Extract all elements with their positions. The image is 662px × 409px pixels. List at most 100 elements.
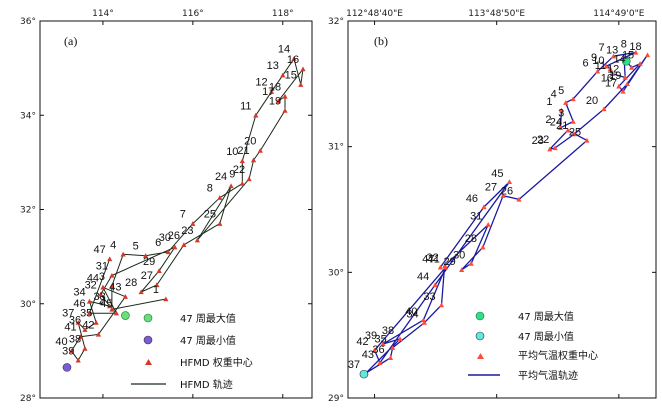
center-marker-week-19 bbox=[282, 107, 288, 113]
center-marker-week-10 bbox=[239, 158, 245, 164]
week-label-33: 33 bbox=[423, 291, 435, 303]
center-marker-week-19 bbox=[624, 81, 630, 87]
center-marker-week-14 bbox=[291, 56, 297, 61]
center-marker-week-11 bbox=[609, 71, 616, 76]
legend-center-label: 平均气温权重中心 bbox=[518, 349, 598, 362]
week-label-42: 42 bbox=[356, 336, 368, 348]
center-marker-week-33 bbox=[107, 303, 113, 309]
center-marker-week-21 bbox=[571, 131, 577, 137]
center-marker-week-43 bbox=[122, 294, 129, 299]
center-marker-week-12 bbox=[268, 89, 275, 94]
week-label-14: 14 bbox=[278, 44, 290, 56]
legend-min-marker bbox=[143, 335, 153, 345]
center-marker-week-8 bbox=[217, 195, 223, 200]
legend-track-label: 平均气温轨迹 bbox=[518, 369, 578, 382]
week-label-29: 29 bbox=[143, 256, 155, 268]
center-marker-week-9 bbox=[239, 180, 245, 186]
week-label-35: 35 bbox=[80, 308, 92, 320]
center-marker-week-40 bbox=[68, 348, 75, 354]
week-label-5: 5 bbox=[558, 85, 564, 97]
center-marker-week-39 bbox=[75, 357, 81, 363]
center-marker-week-18 bbox=[644, 52, 651, 58]
panel-b-x-axis: 112°48'40"E 113°48'50"E 114°49'0"E bbox=[346, 9, 645, 398]
week-label-19: 19 bbox=[609, 70, 621, 82]
center-marker-week-7 bbox=[190, 221, 196, 226]
week-label-23: 23 bbox=[532, 135, 544, 147]
center-marker-week-34 bbox=[421, 320, 428, 325]
center-marker-week-20 bbox=[257, 147, 263, 153]
week-label-21: 21 bbox=[237, 145, 249, 157]
legend-max-marker bbox=[143, 313, 153, 323]
week-label-40: 40 bbox=[55, 336, 67, 348]
legend-max-label: 47 周最大值 bbox=[518, 310, 574, 323]
week-label-9: 9 bbox=[229, 169, 235, 181]
y-tick-label: 28° bbox=[20, 394, 36, 404]
week-label-16: 16 bbox=[601, 72, 613, 84]
panel-a-label: (a) bbox=[64, 34, 77, 48]
week-label-15: 15 bbox=[622, 50, 634, 62]
week-label-12: 12 bbox=[607, 64, 619, 76]
center-marker-week-25 bbox=[217, 221, 223, 226]
center-marker-week-41 bbox=[443, 264, 449, 270]
center-marker-week-39 bbox=[380, 341, 386, 347]
week-label-36: 36 bbox=[372, 344, 384, 356]
week-label-2: 2 bbox=[545, 114, 551, 126]
center-marker-week-4 bbox=[563, 100, 569, 105]
center-marker-week-5 bbox=[570, 96, 576, 102]
week-label-35: 35 bbox=[374, 334, 386, 346]
week-label-42: 42 bbox=[82, 319, 94, 331]
week-label-31: 31 bbox=[96, 260, 108, 272]
center-marker-week-31 bbox=[485, 221, 491, 227]
center-marker-week-12 bbox=[622, 74, 628, 80]
center-marker-week-26 bbox=[181, 242, 187, 248]
week-label-12: 12 bbox=[255, 77, 267, 89]
week-label-39: 39 bbox=[62, 345, 74, 357]
week-label-29: 29 bbox=[444, 256, 456, 268]
week-label-38: 38 bbox=[382, 325, 394, 337]
week-label-20: 20 bbox=[586, 95, 598, 107]
center-marker-week-46 bbox=[86, 310, 93, 316]
y-tick-label: 29° bbox=[328, 394, 344, 404]
center-marker-week-23 bbox=[194, 237, 200, 243]
center-marker-week-42 bbox=[371, 347, 378, 353]
week-label-8: 8 bbox=[207, 183, 213, 195]
center-marker-week-10 bbox=[607, 66, 613, 71]
week-label-24: 24 bbox=[550, 116, 562, 128]
center-marker-week-37 bbox=[75, 320, 81, 325]
week-label-21: 21 bbox=[556, 120, 568, 132]
center-marker-week-45 bbox=[113, 310, 120, 316]
center-marker-week-26 bbox=[516, 196, 522, 202]
legend-center-marker bbox=[477, 353, 484, 359]
week-label-33: 33 bbox=[94, 291, 106, 303]
week-label-25: 25 bbox=[204, 209, 216, 221]
center-marker-week-27 bbox=[154, 282, 160, 288]
week-label-4: 4 bbox=[551, 89, 557, 101]
center-marker-week-35 bbox=[390, 345, 396, 350]
center-marker-week-1 bbox=[558, 107, 565, 113]
panel-a-legend: 47 周最大值 47 周最小值 HFMD 权重中心 HFMD 轨迹 bbox=[131, 312, 253, 391]
center-marker-week-23 bbox=[547, 146, 553, 152]
x-tick-label: 114° bbox=[92, 9, 114, 19]
x-tick-label: 112°48'40"E bbox=[346, 9, 403, 19]
center-marker-week-25 bbox=[584, 137, 590, 143]
week-label-18: 18 bbox=[269, 81, 281, 93]
panel-b-frame bbox=[347, 20, 657, 399]
week-label-22: 22 bbox=[233, 164, 245, 176]
center-marker-week-45 bbox=[506, 179, 513, 185]
week-label-36: 36 bbox=[69, 315, 81, 327]
week-label-27: 27 bbox=[141, 270, 153, 282]
center-marker-week-42 bbox=[95, 331, 102, 337]
panel-b: (b) 112°48'40"E 113°48'50"E 114°49'0"E 32°… bbox=[328, 9, 657, 404]
center-marker-week-3 bbox=[570, 118, 576, 124]
week-label-34: 34 bbox=[73, 286, 85, 298]
week-label-28: 28 bbox=[125, 277, 137, 289]
week-label-7: 7 bbox=[180, 209, 186, 221]
legend-center-label: HFMD 权重中心 bbox=[180, 356, 253, 369]
week-label-19: 19 bbox=[269, 96, 281, 108]
min-value-marker bbox=[359, 369, 369, 379]
week-label-7: 7 bbox=[598, 42, 604, 54]
center-marker-week-35 bbox=[93, 320, 99, 325]
week-label-46: 46 bbox=[466, 193, 478, 205]
center-marker-week-15 bbox=[637, 61, 643, 66]
